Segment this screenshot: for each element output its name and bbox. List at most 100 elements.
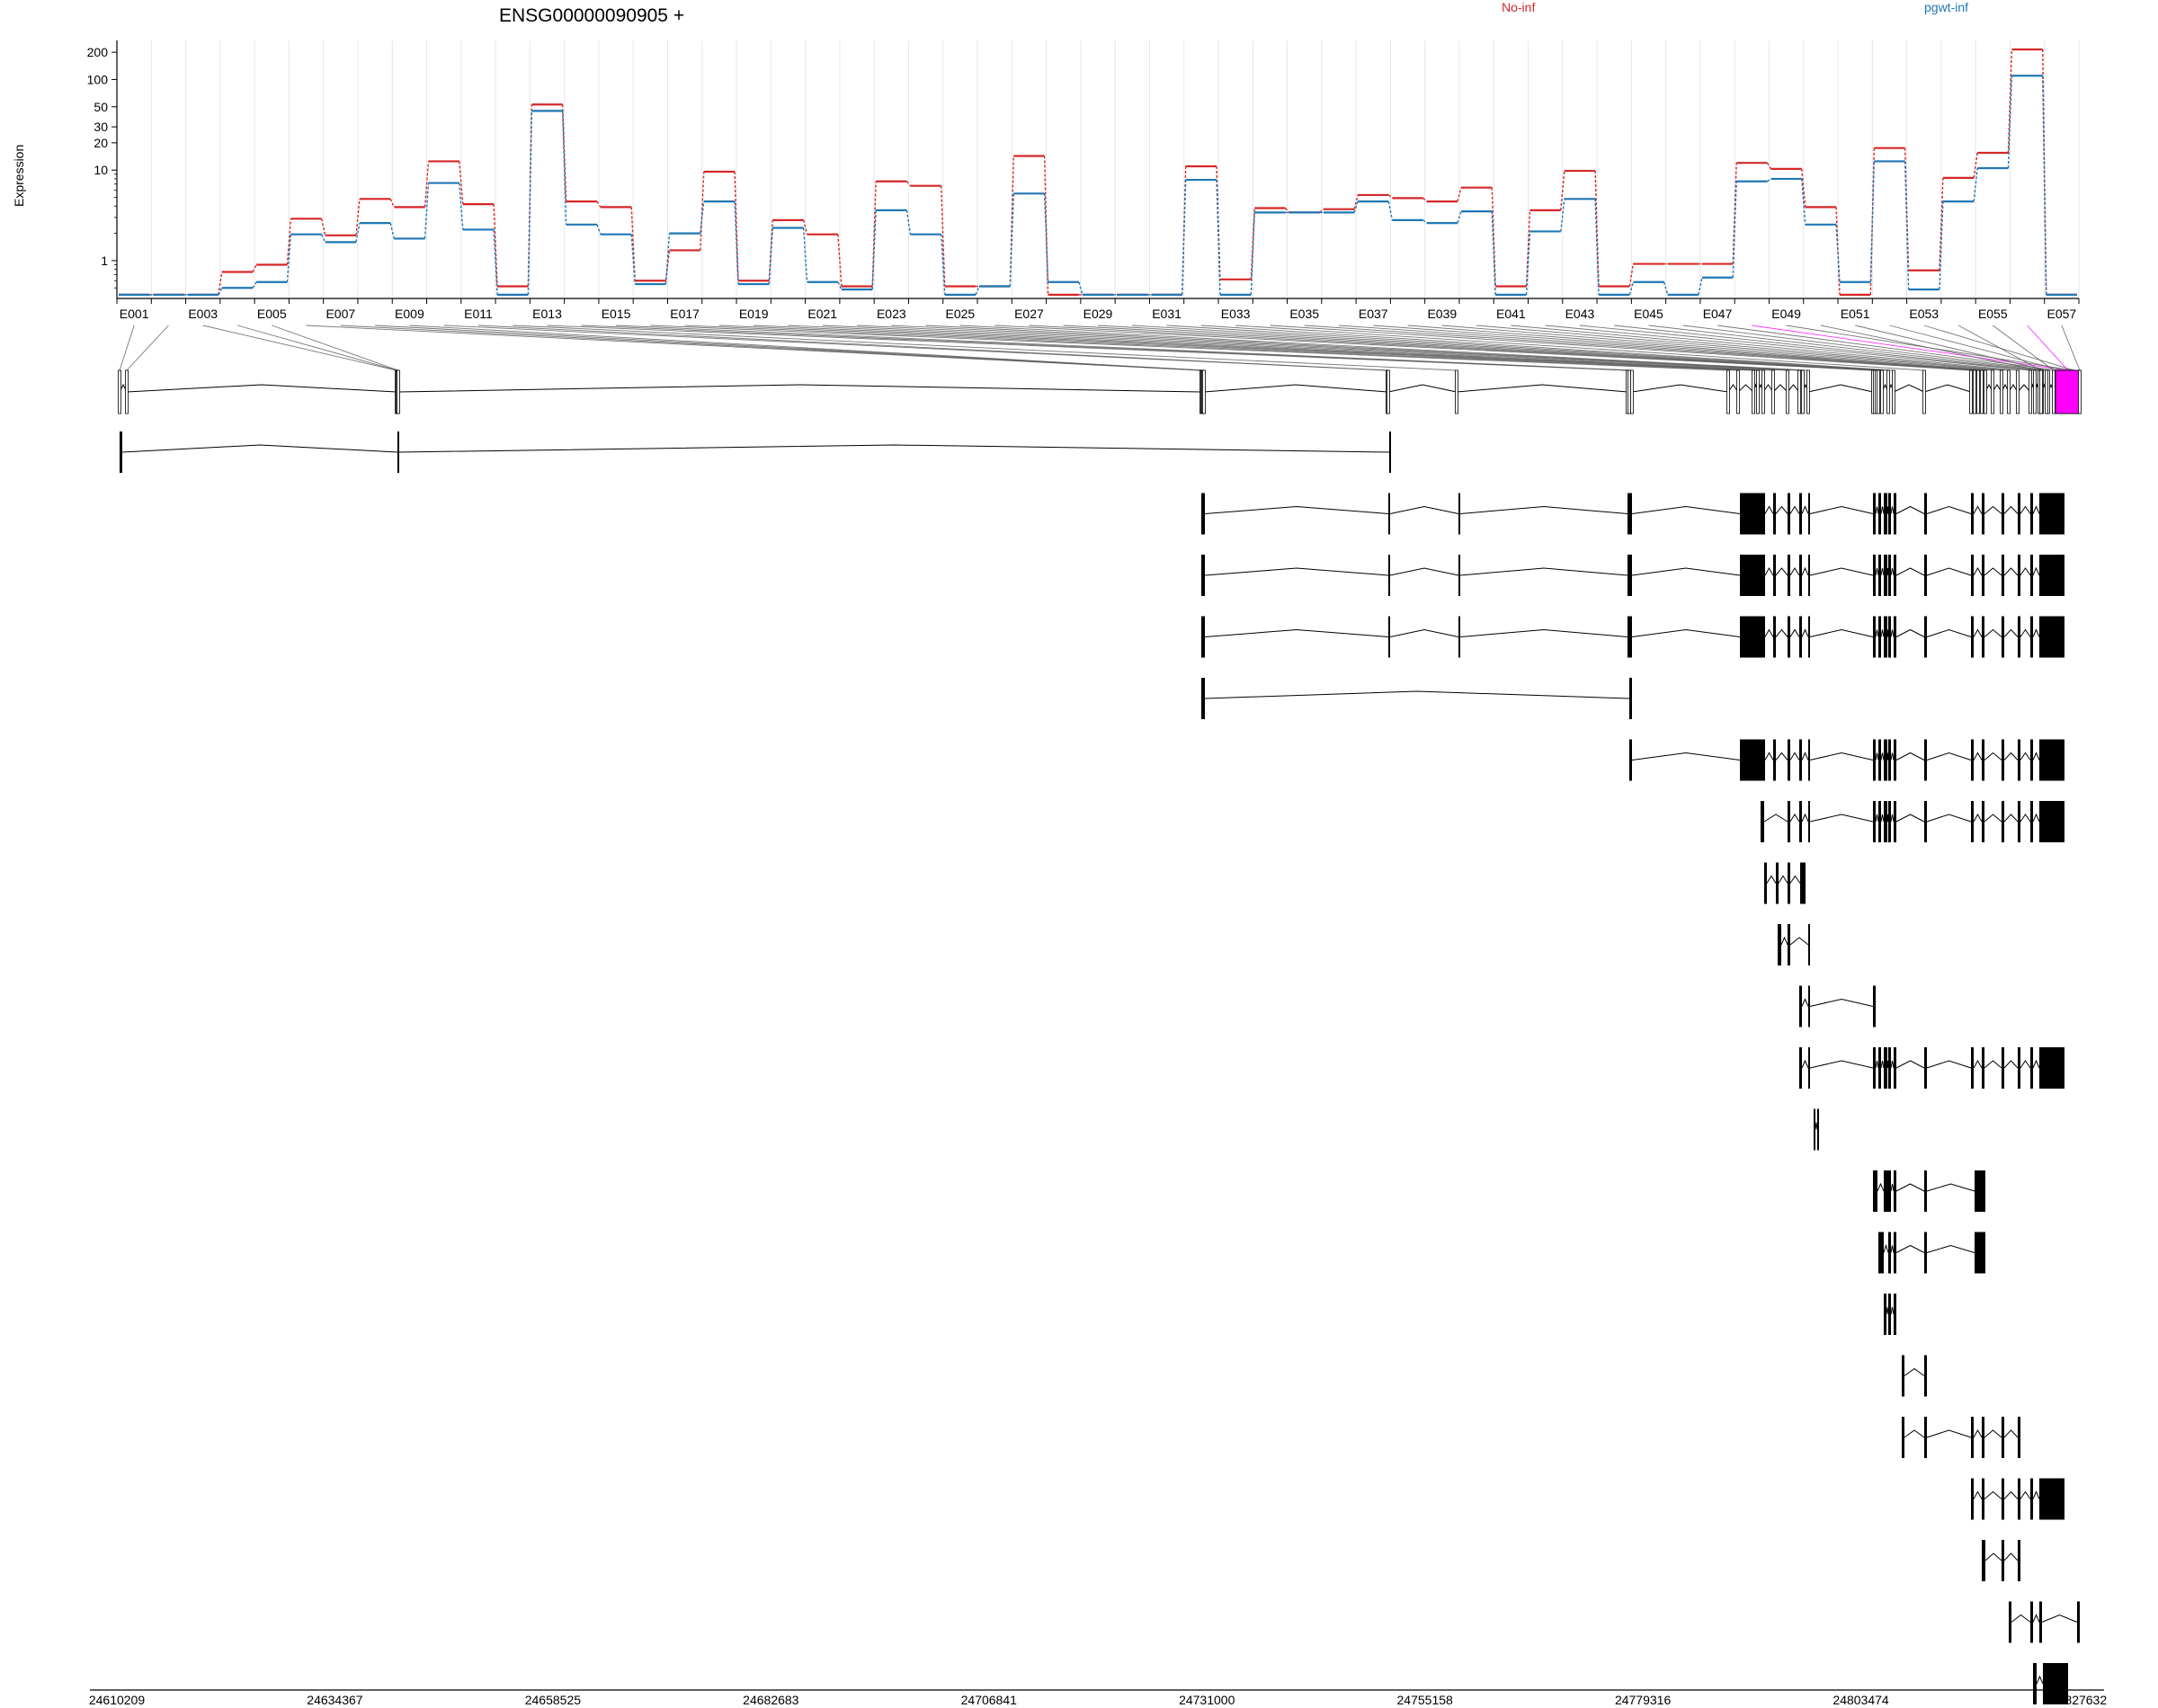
transcript-row (1873, 1170, 1985, 1212)
exon-block (2030, 801, 2033, 842)
series-connector (1767, 178, 1771, 182)
y-tick-label: 30 (94, 120, 108, 134)
transcript-row (1902, 1417, 2020, 1458)
intron (2020, 752, 2031, 761)
exon-block (1764, 862, 1767, 904)
exon-label: E005 (257, 307, 287, 321)
exon-block (2002, 493, 2004, 535)
exon-block (1788, 739, 1790, 781)
intron (2011, 1614, 2031, 1623)
exon-block (1808, 1047, 1810, 1089)
exon-block (2002, 616, 2004, 658)
exon-block (1797, 369, 1801, 414)
intron (1764, 505, 1774, 514)
exon-label: E025 (946, 307, 976, 321)
exon-connector (1889, 325, 2063, 371)
intron (1459, 567, 1628, 576)
series-connector (1285, 208, 1290, 213)
exon-block (2002, 739, 2004, 781)
intron (1984, 814, 2002, 823)
exon-block (2016, 369, 2020, 414)
exon-block (1924, 1355, 1927, 1397)
exon-block (1455, 369, 1458, 414)
exon-block (1873, 985, 1876, 1027)
series-connector (218, 287, 223, 296)
genome-coordinate-label: 24731000 (1179, 1693, 1235, 1707)
exon-connector (1545, 325, 2019, 371)
exon-label: E013 (532, 307, 562, 321)
series-connector (1353, 200, 1359, 213)
intron (2032, 1059, 2040, 1069)
exon-block (1771, 369, 1775, 414)
exon-block (1878, 555, 1881, 596)
exon-block (1788, 493, 1790, 535)
exon-block (2002, 1540, 2004, 1581)
exon-connector (650, 325, 1729, 371)
exon-label: E035 (1289, 307, 1319, 321)
intron (1763, 814, 1788, 823)
exon-label: E009 (395, 307, 424, 321)
exon-block (1873, 493, 1876, 535)
exon-block (1975, 1170, 1985, 1212)
exon-block (2039, 739, 2064, 781)
intron (1204, 690, 1630, 699)
intron (1809, 752, 1874, 761)
exon-block (1878, 616, 1881, 658)
intron (1787, 384, 1800, 393)
series-connector (2007, 76, 2013, 169)
intron (1801, 813, 1809, 823)
intron (1886, 567, 1889, 576)
genome-coordinate-label: 24755158 (1397, 1693, 1454, 1707)
exon-block (1808, 924, 1810, 965)
exon-block (1817, 1108, 1819, 1151)
exon-block (1982, 801, 1984, 842)
exon-block (1884, 1170, 1891, 1212)
exon-connector (1855, 325, 2047, 371)
exon-axis: E001 E003 E005 E007 E009 E011 E013 E015 E017 E019… (116, 298, 2080, 321)
exon-block (1894, 739, 1896, 781)
exon-block (2039, 1478, 2064, 1520)
intron (1880, 814, 1885, 823)
series-connector (1216, 180, 1221, 295)
intron (2036, 1675, 2044, 1685)
exon-connector (477, 325, 1389, 371)
exon-block (1808, 616, 1810, 658)
series-connector (1801, 178, 1806, 225)
exon-block (1788, 616, 1790, 658)
series-connector (1078, 281, 1083, 296)
exon-block (1982, 1417, 1984, 1458)
series-connector (321, 218, 326, 236)
intron (126, 384, 397, 393)
series-connector (561, 111, 567, 225)
exon-block (2009, 1601, 2011, 1643)
exon-block (2018, 1417, 2020, 1458)
exon-block (1873, 801, 1876, 842)
exon-label: E007 (325, 307, 355, 321)
y-tick-label: 200 (87, 45, 109, 59)
exon-label: E021 (807, 307, 837, 321)
exon-block (1888, 1047, 1891, 1089)
series-connector (1939, 201, 1944, 290)
series-connector (700, 201, 705, 234)
exon-block (2033, 1663, 2037, 1704)
exon-block (1982, 739, 1984, 781)
series-connector (871, 181, 877, 287)
intron (1926, 1429, 1972, 1438)
intron (2032, 1614, 2040, 1623)
transcript-row (1201, 555, 2064, 596)
intron (1877, 1182, 1885, 1192)
intron (1886, 506, 1889, 514)
exon-block (1924, 493, 1927, 535)
exon-block (1799, 985, 1802, 1027)
series-connector (1628, 263, 1635, 287)
transcript-row (1799, 1047, 2064, 1089)
exon-connector (513, 325, 1458, 371)
intron (1778, 875, 1788, 884)
exon-block (1884, 739, 1887, 781)
intron (1926, 628, 1972, 637)
exon-block (1884, 1047, 1887, 1089)
exon-block (1799, 739, 1802, 781)
exon-block (2039, 555, 2064, 596)
exon-block (1201, 616, 1205, 658)
intron (1890, 567, 1895, 576)
